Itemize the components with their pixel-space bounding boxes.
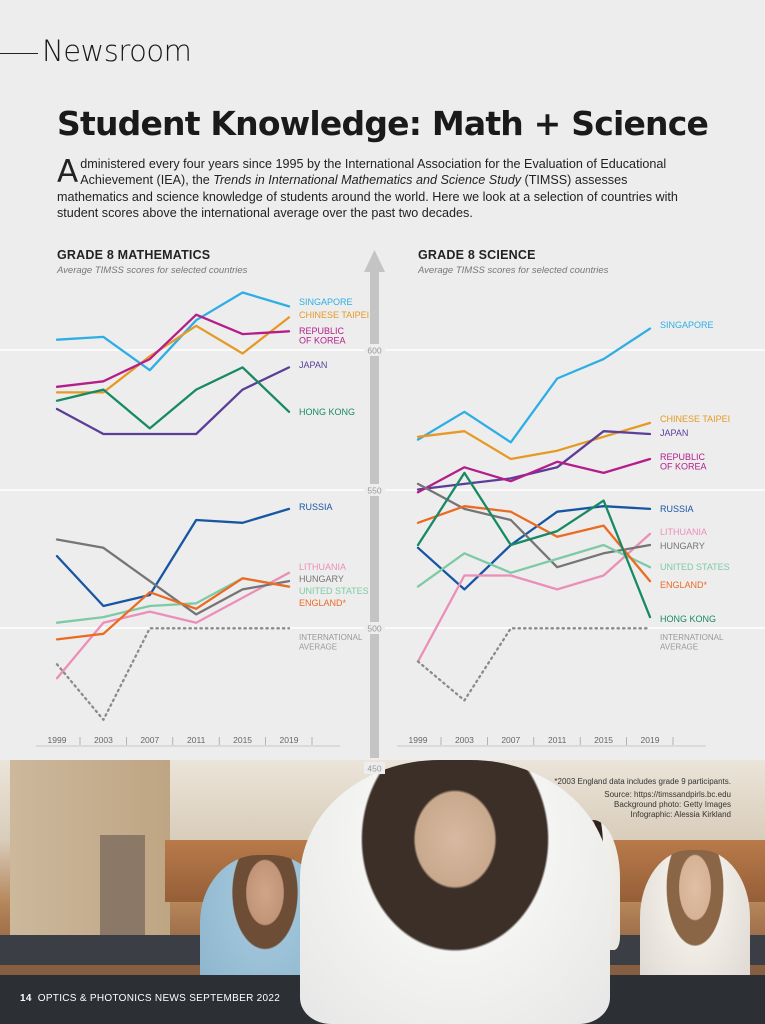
math-line-russia — [55, 507, 291, 608]
math-label-hong-kong: HONG KONG — [299, 407, 355, 417]
y-tick-label-600: 600 — [367, 346, 381, 356]
science-line-japan — [416, 430, 652, 491]
math-line-singapore — [55, 291, 291, 372]
science-chart-title: GRADE 8 SCIENCE — [418, 248, 536, 262]
math-chart-title: GRADE 8 MATHEMATICS — [57, 248, 211, 262]
math-label-russia: RUSSIA — [299, 502, 333, 512]
math-x-tick-label-2007: 2007 — [140, 735, 159, 745]
math-x-tick-label-2019: 2019 — [280, 735, 299, 745]
science-line-russia — [416, 505, 652, 591]
science-line-england — [416, 505, 652, 583]
science-label-united-states: UNITED STATES — [660, 562, 730, 572]
section-title: Newsroom — [42, 34, 192, 68]
science-label-russia: RUSSIA — [660, 504, 694, 514]
section-rule — [0, 53, 38, 54]
science-line-republic-of-korea — [416, 457, 652, 494]
math-line-hong-kong — [55, 366, 291, 430]
y-tick-label-500: 500 — [367, 624, 381, 634]
math-label-hungary: HUNGARY — [299, 574, 344, 584]
math-label-singapore: SINGAPORE — [299, 297, 353, 307]
page-footer: 14 OPTICS & PHOTONICS NEWS SEPTEMBER 2022 — [0, 993, 765, 1024]
science-line-chinese-taipei — [416, 421, 652, 461]
science-label-england: ENGLAND* — [660, 580, 708, 590]
intro-text-end: (TIMSS) assesses mathematics and science… — [57, 173, 678, 221]
math-line-lithuania — [55, 571, 291, 680]
science-label-singapore: SINGAPORE — [660, 320, 714, 330]
math-label-republic-of-korea-line2: OF KOREA — [299, 336, 346, 346]
math-label-japan: JAPAN — [299, 360, 327, 370]
math-label-england: ENGLAND* — [299, 598, 347, 608]
credit-infographic: Infographic: Alessia Kirkland — [631, 810, 732, 819]
page-number: 14 — [20, 993, 32, 1004]
science-chart-subtitle: Average TIMSS scores for selected countr… — [418, 265, 609, 276]
intro-text-start: dministered every four years since 1995 … — [80, 157, 667, 188]
math-x-tick-label-1999: 1999 — [48, 735, 67, 745]
y-axis-arrow — [364, 250, 385, 272]
math-x-tick-label-2003: 2003 — [94, 735, 113, 745]
math-label-chinese-taipei: CHINESE TAIPEI — [299, 310, 369, 320]
science-line-international-average — [416, 627, 652, 702]
science-x-tick-label-2015: 2015 — [594, 735, 613, 745]
y-tick-bg-500 — [364, 622, 385, 634]
science-x-tick-label-2019: 2019 — [641, 735, 660, 745]
y-tick-label-450: 450 — [367, 764, 381, 774]
science-line-lithuania — [416, 532, 652, 663]
science-label-international-average-line1: INTERNATIONAL — [660, 633, 724, 642]
science-label-chinese-taipei: CHINESE TAIPEI — [660, 414, 730, 424]
photo-student-main — [300, 760, 610, 1024]
y-tick-bg-600 — [364, 344, 385, 356]
science-label-republic-of-korea-line2: OF KOREA — [660, 462, 707, 472]
science-line-hong-kong — [416, 471, 652, 619]
science-x-tick-label-2003: 2003 — [455, 735, 474, 745]
drop-cap: A — [57, 154, 79, 190]
footnote: *2003 England data includes grade 9 part… — [554, 777, 731, 786]
y-tick-bg-550 — [364, 484, 385, 496]
y-tick-label-550: 550 — [367, 486, 381, 496]
math-x-tick-label-2011: 2011 — [187, 735, 206, 745]
credit-photo: Background photo: Getty Images — [614, 800, 731, 809]
math-label-lithuania: LITHUANIA — [299, 562, 346, 572]
credit-source: Source: https://timssandpirls.bc.edu — [604, 790, 731, 799]
y-axis-bar — [370, 270, 379, 758]
footer-text: 14 OPTICS & PHOTONICS NEWS SEPTEMBER 2022 — [20, 993, 280, 1004]
math-line-hungary — [55, 538, 291, 616]
math-x-tick-label-2015: 2015 — [233, 735, 252, 745]
science-label-international-average-line2: AVERAGE — [660, 643, 698, 652]
science-label-hong-kong: HONG KONG — [660, 614, 716, 624]
y-tick-bg-450 — [364, 762, 385, 774]
math-label-international-average-line1: INTERNATIONAL — [299, 633, 363, 642]
science-label-hungary: HUNGARY — [660, 541, 705, 551]
publication-name: OPTICS & PHOTONICS NEWS SEPTEMBER 2022 — [37, 993, 281, 1004]
headline: Student Knowledge: Math + Science — [57, 104, 709, 143]
science-label-republic-of-korea-line1: REPUBLIC — [660, 452, 706, 462]
science-line-hungary — [416, 482, 652, 569]
math-label-republic-of-korea-line1: REPUBLIC — [299, 326, 345, 336]
intro-study-name: Trends in International Mathematics and … — [213, 173, 521, 188]
math-label-international-average-line2: AVERAGE — [299, 643, 337, 652]
science-line-singapore — [416, 327, 652, 444]
classroom-photo — [0, 760, 765, 1024]
science-x-tick-label-2007: 2007 — [501, 735, 520, 745]
science-line-united-states — [416, 543, 652, 588]
science-x-tick-label-1999: 1999 — [409, 735, 428, 745]
science-label-lithuania: LITHUANIA — [660, 527, 707, 537]
science-label-japan: JAPAN — [660, 428, 688, 438]
science-x-tick-label-2011: 2011 — [548, 735, 567, 745]
math-chart-subtitle: Average TIMSS scores for selected countr… — [57, 265, 248, 276]
math-line-international-average — [55, 627, 291, 721]
math-line-republic-of-korea — [55, 313, 291, 388]
math-line-chinese-taipei — [55, 316, 291, 394]
math-line-japan — [55, 366, 291, 436]
math-line-england — [55, 577, 291, 641]
math-label-united-states: UNITED STATES — [299, 586, 369, 596]
